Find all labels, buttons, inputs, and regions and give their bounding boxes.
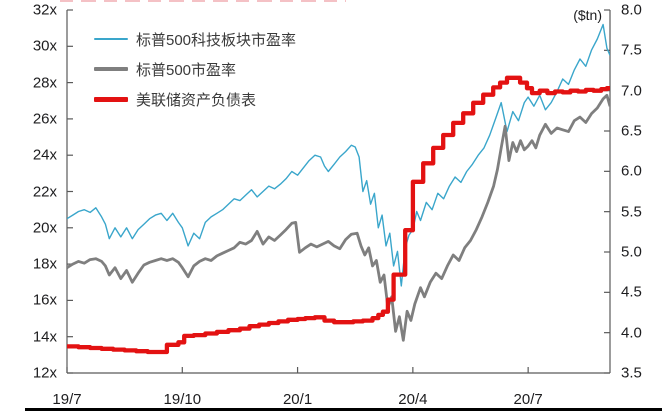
y-left-tick-label: 22x (32, 183, 57, 200)
y-right-tick-label: 4.0 (621, 324, 642, 342)
x-axis-tick-label: 19/10 (163, 391, 202, 408)
y-left-tick-label: 30x (32, 37, 57, 55)
x-axis-tick-label: 20/1 (282, 391, 313, 408)
y-right-tick-label: 7.5 (621, 41, 642, 59)
y-right-tick-label: 4.5 (621, 283, 642, 301)
x-axis-tick-label: 20/4 (398, 391, 428, 408)
legend-swatch-fed-balance-sheet (94, 96, 128, 102)
legend-label-fed-balance-sheet: 美联储资产负债表 (136, 91, 257, 109)
legend-item-sp500-pe: 标普500市盈率 (94, 59, 236, 79)
y-right-tick-label: 5.0 (621, 243, 642, 261)
cropped-title-remnant (60, 0, 346, 2)
bottom-divider-line (25, 408, 662, 411)
x-axis-tick-label: 20/7 (513, 391, 543, 408)
y-left-tick-label: 18x (32, 255, 57, 273)
legend-swatch-sp500-tech-pe (94, 38, 128, 40)
y-right-tick-label: 6.0 (621, 162, 642, 180)
x-axis-tick-label: 19/7 (52, 391, 82, 408)
legend-item-fed-balance-sheet: 美联储资产负债表 (94, 89, 256, 109)
y-right-tick-label: 7.0 (621, 82, 642, 100)
legend-label-sp500-tech-pe: 标普500科技板块市盈率 (136, 31, 297, 49)
legend-swatch-sp500-pe (94, 67, 128, 71)
sp500-tech-pe-line (67, 23, 610, 287)
legend-label-sp500-pe: 标普500市盈率 (136, 61, 237, 79)
y-right-tick-label: 6.5 (621, 122, 642, 140)
y-left-tick-label: 28x (32, 74, 57, 92)
y-left-tick-label: 16x (32, 291, 57, 309)
y-left-tick-label: 26x (32, 110, 57, 128)
sp500-pe-line (67, 93, 610, 342)
y-left-tick-label: 14x (32, 328, 57, 346)
legend-item-sp500-tech-pe: 标普500科技板块市盈率 (94, 29, 296, 49)
y-right-tick-label: 3.5 (621, 364, 642, 382)
y-right-tick-label: 8.0 (621, 1, 642, 19)
y-right-tick-label: 5.5 (621, 203, 642, 221)
right-axis-unit-label: ($tn) (573, 7, 602, 23)
fed-balance-sheet-line (67, 75, 610, 355)
y-left-tick-label: 12x (32, 364, 57, 382)
y-left-tick-label: 20x (32, 219, 57, 237)
y-left-tick-label: 32x (32, 1, 57, 19)
y-left-tick-label: 24x (32, 146, 57, 164)
